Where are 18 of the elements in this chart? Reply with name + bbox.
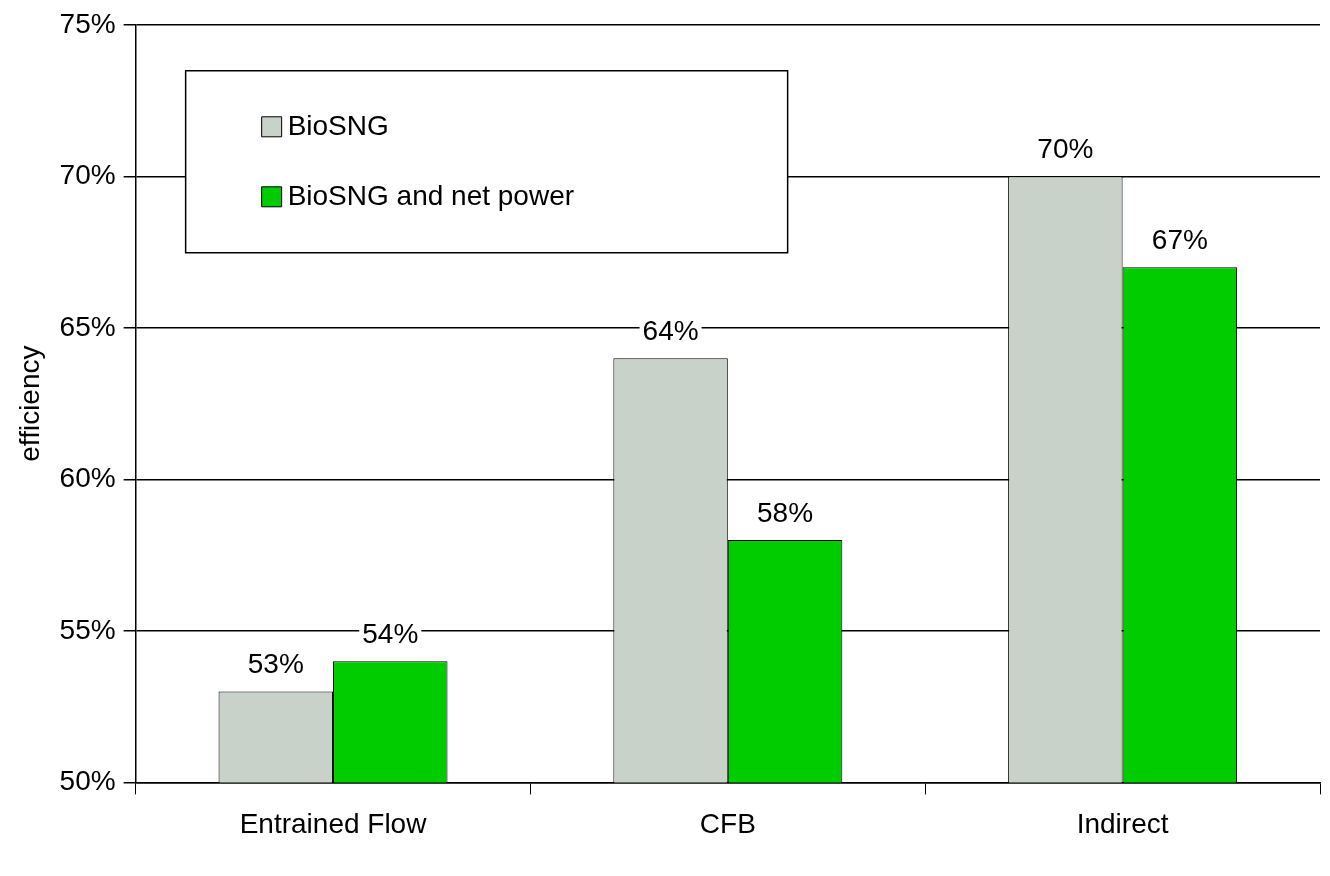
x-tick-label: CFB (699, 807, 756, 839)
y-tick-label: 75% (59, 7, 116, 39)
data-label: 58% (757, 496, 814, 528)
y-tick-label: 60% (59, 462, 116, 494)
data-label: 67% (1151, 223, 1208, 255)
legend-label: BioSNG and net power (287, 179, 575, 211)
y-tick-label: 50% (59, 765, 116, 797)
y-tick-label: 70% (59, 159, 116, 191)
data-label: 54% (362, 617, 419, 649)
legend-label: BioSNG (287, 109, 389, 141)
y-axis-title: efficiency (13, 345, 45, 462)
y-tick-label: 55% (59, 613, 116, 645)
data-label: 70% (1037, 133, 1094, 165)
data-label: 53% (247, 648, 304, 680)
x-tick-label: Indirect (1076, 807, 1169, 839)
x-tick-label: Entrained Flow (239, 807, 428, 839)
data-label: 64% (642, 314, 699, 346)
y-tick-label: 65% (59, 310, 116, 342)
